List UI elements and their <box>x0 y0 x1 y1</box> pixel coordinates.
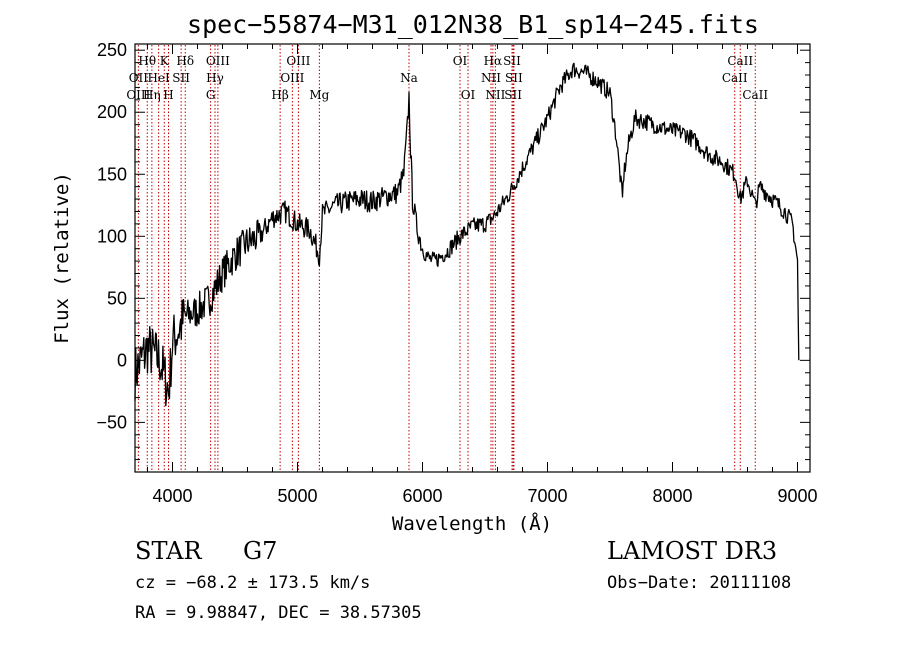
spectral-line-label: SII <box>505 71 523 85</box>
spectral-line-label: Hθ <box>138 54 156 68</box>
y-tick-label: 50 <box>107 288 127 308</box>
redshift-velocity: cz = −68.2 ± 173.5 km/s <box>135 573 371 593</box>
x-tick-label: 8000 <box>652 486 692 506</box>
x-tick-label: 7000 <box>527 486 567 506</box>
spectral-line-markers <box>137 45 756 471</box>
spectral-line-label: NII <box>485 88 505 102</box>
spectral-line-label: OI <box>461 88 476 102</box>
spectral-line-label: CaII <box>742 88 768 102</box>
x-tick-label: 5000 <box>277 486 317 506</box>
spectral-line-label: K <box>160 54 170 68</box>
x-axis: 4000 5000 6000 7000 8000 9000 <box>147 44 818 506</box>
spectral-line-label: SII <box>503 54 521 68</box>
spectral-line-label: HeI <box>147 71 170 85</box>
spectral-line-label: Hβ <box>271 88 288 102</box>
y-axis: −50 0 50 100 150 200 250 <box>96 40 810 461</box>
coordinates: RA = 9.98847, DEC = 38.57305 <box>135 603 422 623</box>
x-tick-label: 9000 <box>777 486 817 506</box>
y-tick-label: 150 <box>97 164 127 184</box>
spectral-line-label: OIII <box>126 88 150 102</box>
y-tick-label: 200 <box>97 102 127 122</box>
spectral-line-label: Na <box>400 71 418 85</box>
spectral-line-label: Hα <box>484 54 503 68</box>
spectral-line-label: Hγ <box>206 71 224 85</box>
spectral-line-labels: Hθ OII OIII K HeI Hη Hδ SII H OIII Hγ G OIII OIII Hβ Mg… <box>126 54 768 102</box>
spectral-line-label: Hδ <box>176 54 194 68</box>
x-tick-label: 6000 <box>402 486 442 506</box>
class-label: STAR <box>135 537 202 565</box>
plot-area: Hθ OII OIII K HeI Hη Hδ SII H OIII Hγ G OIII OIII Hβ Mg… <box>126 43 811 473</box>
y-tick-label: −50 <box>96 412 127 432</box>
observation-date: Obs−Date: 20111108 <box>607 573 792 593</box>
spectral-line-label: Hη <box>143 88 161 102</box>
spectral-line-label: OIII <box>286 54 310 68</box>
spectral-line-label: SII <box>504 88 522 102</box>
y-tick-label: 100 <box>97 226 127 246</box>
flux-series-line <box>134 62 800 407</box>
x-tick-label: 4000 <box>152 486 192 506</box>
spectral-line-label: Mg <box>309 88 329 102</box>
y-tick-label: 250 <box>97 40 127 60</box>
survey-label: LAMOST DR3 <box>607 537 778 565</box>
spectral-line-label: NII <box>481 71 501 85</box>
spectral-line-label: H <box>163 88 173 102</box>
x-axis-label: Wavelength (Å) <box>392 512 552 535</box>
spectral-line-label: OIII <box>280 71 304 85</box>
spectral-line-label: G <box>206 88 216 102</box>
chart-title: spec−55874−M31_012N38_B1_sp14−245.fits <box>187 10 759 39</box>
spectral-line-label: CaII <box>722 71 748 85</box>
spectral-line-label: SII <box>172 71 190 85</box>
y-tick-label: 0 <box>117 350 127 370</box>
spectral-line-label: OIII <box>206 54 230 68</box>
y-axis-label: Flux (relative) <box>51 172 73 344</box>
spectral-line-label: OI <box>453 54 468 68</box>
spectral-line-label: OII <box>129 71 149 85</box>
subclass-label: G7 <box>243 537 278 565</box>
spectral-line-label: CaII <box>727 54 753 68</box>
